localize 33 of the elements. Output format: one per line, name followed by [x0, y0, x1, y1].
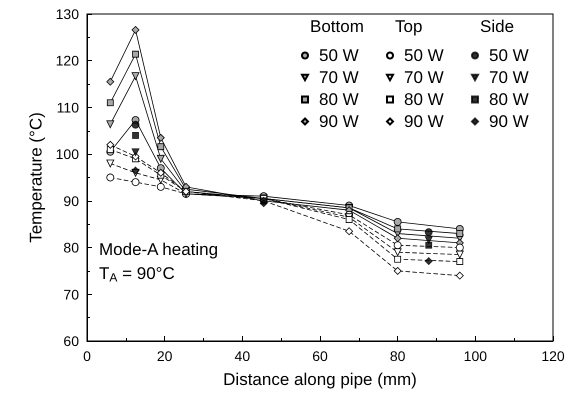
legend-label: 70 W	[319, 68, 359, 87]
y-tick-label: 120	[56, 52, 80, 69]
x-tick-label: 0	[83, 348, 92, 364]
legend-label: 70 W	[404, 68, 444, 87]
legend-label: 90 W	[489, 112, 529, 131]
y-tick-label: 90	[63, 192, 80, 209]
x-tick-label: 20	[156, 348, 173, 364]
x-tick-label: 40	[234, 348, 250, 364]
legend-label: 80 W	[489, 90, 529, 109]
text: Top	[395, 17, 422, 36]
annotation: Mode-A heating	[99, 240, 218, 259]
x-tick-label: 100	[464, 348, 488, 364]
legend-label: 80 W	[319, 90, 359, 109]
y-tick-label: 80	[63, 240, 80, 256]
y-tick-label: 100	[56, 146, 80, 162]
legend-label: 50 W	[489, 46, 529, 65]
y-axis-title: Temperature (°C)	[26, 112, 46, 243]
text: Side	[480, 17, 514, 36]
legend-label: 50 W	[319, 46, 359, 65]
legend-label: 70 W	[489, 68, 529, 87]
text: Bottom	[310, 17, 364, 36]
y-tick-label: 70	[63, 286, 80, 302]
y-tick-label: 110	[56, 99, 80, 116]
legend-label: 50 W	[404, 46, 444, 65]
legend-label: 80 W	[404, 90, 444, 109]
x-tick-label: 120	[541, 348, 565, 364]
x-axis-title: Distance along pipe (mm)	[223, 370, 417, 389]
x-tick-label: 60	[312, 348, 328, 364]
legend-label: 90 W	[319, 112, 359, 131]
x-tick-label: 80	[390, 348, 406, 364]
y-tick-label: 130	[56, 6, 80, 22]
legend-label: 90 W	[404, 112, 444, 131]
y-tick-label: 60	[63, 333, 80, 349]
